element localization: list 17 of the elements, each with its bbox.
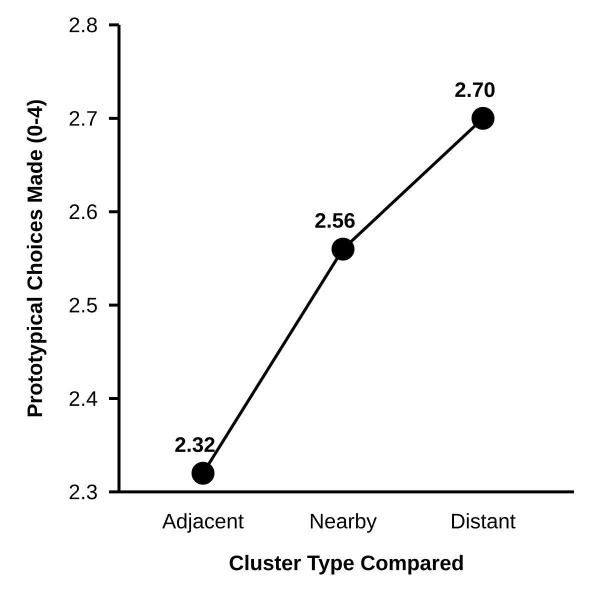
data-label: 2.70 <box>455 82 495 98</box>
y-tick-label: 2.6 <box>70 204 97 220</box>
y-axis-title: Prototypical Choices Made (0-4) <box>26 100 46 416</box>
x-tick-label: Adjacent <box>162 513 244 533</box>
point <box>472 106 494 130</box>
y-tick-label: 2.7 <box>70 111 97 126</box>
y-tick-label: 2.5 <box>70 298 97 313</box>
x-axis-title: Cluster Type Compared <box>230 554 463 574</box>
y-tick-label: 2.4 <box>70 391 98 406</box>
y-tick-label: 2.3 <box>70 484 97 500</box>
data-label: 2.56 <box>315 213 355 228</box>
point <box>192 462 214 485</box>
x-tick-label: Distant <box>452 513 516 529</box>
y-tick-label: 2.8 <box>70 18 97 32</box>
data-label: 2.32 <box>175 437 215 452</box>
x-tick-label: Nearby <box>310 513 377 533</box>
point <box>332 238 354 261</box>
